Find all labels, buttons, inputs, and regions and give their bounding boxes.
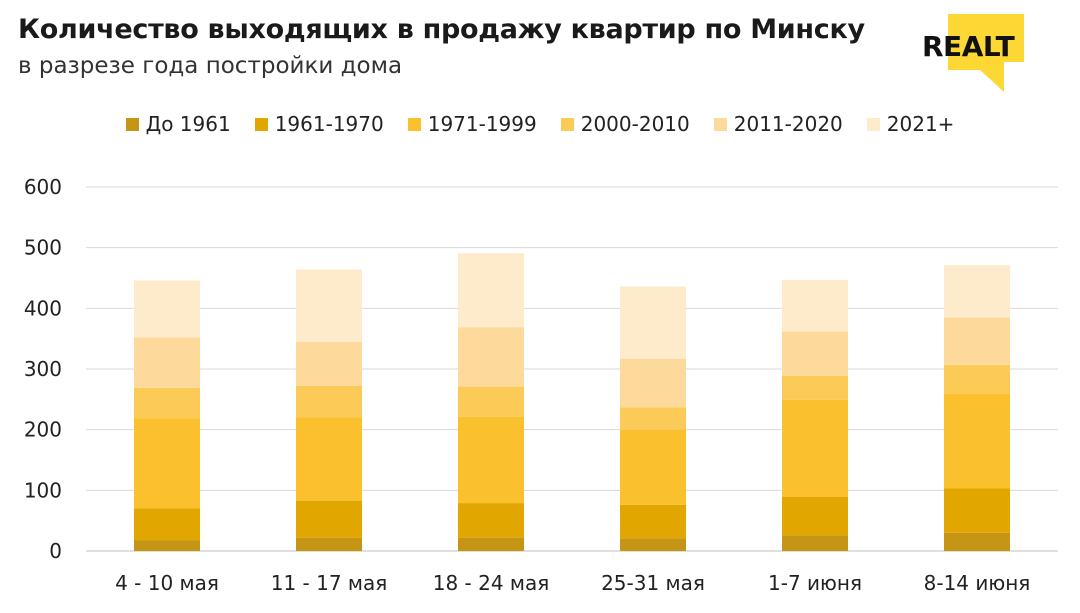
- legend-swatch: [125, 117, 139, 131]
- bar-segment: [620, 286, 686, 359]
- bar-segment: [296, 537, 362, 551]
- bar-segment: [134, 418, 200, 509]
- chart-subtitle: в разрезе года постройки дома: [18, 53, 403, 79]
- bar-segment: [782, 497, 848, 536]
- bar-segment: [782, 535, 848, 551]
- legend-label: 1961-1970: [274, 112, 384, 136]
- legend-swatch: [254, 117, 268, 131]
- bar-segment: [944, 317, 1010, 365]
- bar-segment: [944, 364, 1010, 394]
- legend-item: 1961-1970: [254, 112, 384, 136]
- x-tick-label: 11 - 17 мая: [271, 571, 388, 595]
- bar-segment: [458, 253, 524, 328]
- bar-segment: [458, 416, 524, 504]
- bar-segment: [296, 341, 362, 386]
- x-tick-label: 4 - 10 мая: [115, 571, 219, 595]
- bar-segment: [296, 417, 362, 501]
- bar-segment: [458, 503, 524, 538]
- legend-item: 2011-2020: [713, 112, 843, 136]
- bar-segment: [782, 375, 848, 400]
- bar-segment: [134, 387, 200, 419]
- bar-segment: [620, 407, 686, 430]
- bar-segment: [134, 508, 200, 541]
- x-tick-label: 1-7 июня: [768, 571, 862, 595]
- legend-swatch: [713, 117, 727, 131]
- bar-segment: [134, 280, 200, 338]
- bar-segment: [944, 532, 1010, 551]
- y-tick-label: 400: [24, 296, 62, 320]
- legend-item: 2000-2010: [560, 112, 690, 136]
- y-tick-label: 600: [24, 175, 62, 199]
- bar-segment: [944, 488, 1010, 533]
- bar-segment: [620, 504, 686, 539]
- y-tick-label: 0: [49, 539, 62, 563]
- realt-logo: REALT: [922, 14, 1024, 92]
- legend-item: 1971-1999: [407, 112, 537, 136]
- chart-title: Количество выходящих в продажу квартир п…: [18, 14, 865, 45]
- x-tick-label: 18 - 24 мая: [433, 571, 550, 595]
- legend-swatch: [866, 117, 880, 131]
- legend-item: До 1961: [125, 112, 231, 136]
- legend-swatch: [407, 117, 421, 131]
- legend-label: 1971-1999: [427, 112, 537, 136]
- bar-segment: [782, 399, 848, 498]
- logo-text: REALT: [922, 30, 1015, 63]
- bar-segment: [620, 358, 686, 408]
- bar-segment: [296, 500, 362, 538]
- bar-segment: [620, 429, 686, 505]
- legend-item: 2021+: [866, 112, 955, 136]
- legend-label: До 1961: [145, 112, 231, 136]
- bar-segment: [620, 538, 686, 551]
- y-tick-label: 100: [24, 478, 62, 502]
- legend-swatch: [560, 117, 574, 131]
- chart-legend: До 1961 1961-1970 1971-1999 2000-2010 2011-2…: [0, 112, 1080, 136]
- bar-segment: [944, 265, 1010, 318]
- legend-label: 2021+: [886, 112, 955, 136]
- x-tick-label: 25-31 мая: [601, 571, 705, 595]
- legend-label: 2011-2020: [733, 112, 843, 136]
- bar-segment: [944, 393, 1010, 489]
- legend-label: 2000-2010: [580, 112, 690, 136]
- bar-segment: [782, 279, 848, 332]
- y-tick-label: 200: [24, 418, 62, 442]
- y-tick-label: 500: [24, 236, 62, 260]
- bar-segment: [296, 269, 362, 342]
- bar-segment: [296, 385, 362, 418]
- bar-segment: [458, 327, 524, 387]
- x-tick-label: 8-14 июня: [924, 571, 1031, 595]
- bar-segment: [134, 337, 200, 388]
- bar-segment: [458, 386, 524, 417]
- bar-segment: [458, 537, 524, 551]
- bar-segment: [782, 331, 848, 376]
- bar-segment: [134, 540, 200, 551]
- y-tick-label: 300: [24, 357, 62, 381]
